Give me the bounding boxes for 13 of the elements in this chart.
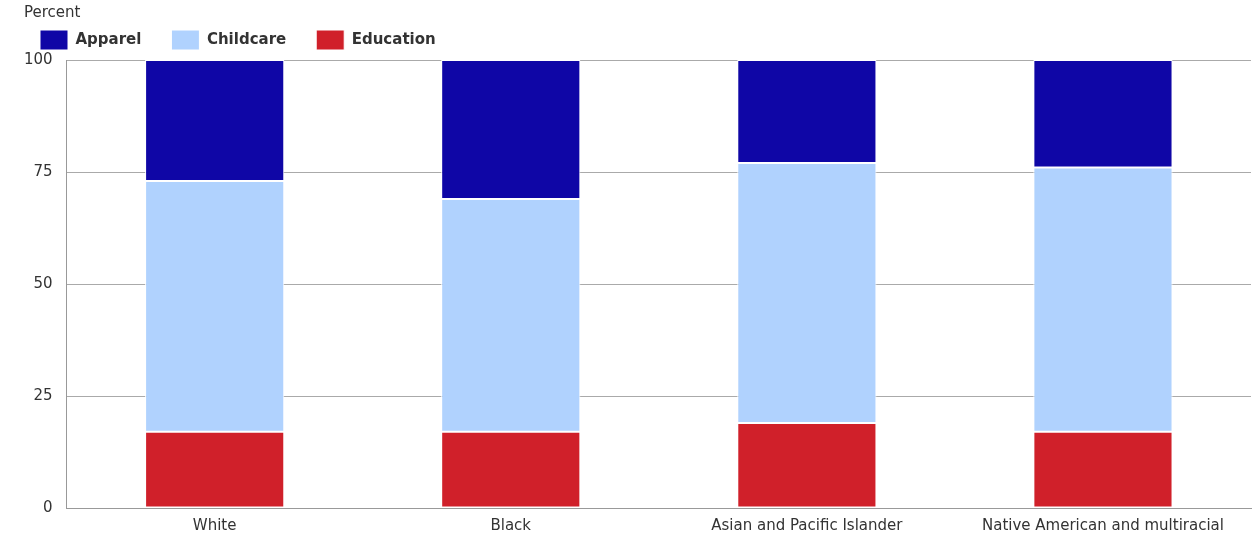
y-tick-label: 50 bbox=[33, 273, 53, 292]
y-tick-label: 100 bbox=[23, 49, 53, 68]
x-tick-label: Asian and Pacific Islander bbox=[711, 515, 904, 534]
legend-label: Education bbox=[351, 29, 436, 48]
x-tick-label: Black bbox=[490, 515, 532, 534]
x-tick-label: Native American and multiracial bbox=[981, 515, 1224, 534]
x-tick-label: White bbox=[192, 515, 237, 534]
legend-label: Childcare bbox=[206, 29, 287, 48]
y-tick-label: 75 bbox=[33, 161, 53, 180]
legend-label: Apparel bbox=[75, 29, 142, 48]
y-tick-label: 0 bbox=[43, 497, 53, 516]
y-tick-label: 25 bbox=[33, 385, 53, 404]
y-axis-title: Percent bbox=[24, 3, 81, 22]
